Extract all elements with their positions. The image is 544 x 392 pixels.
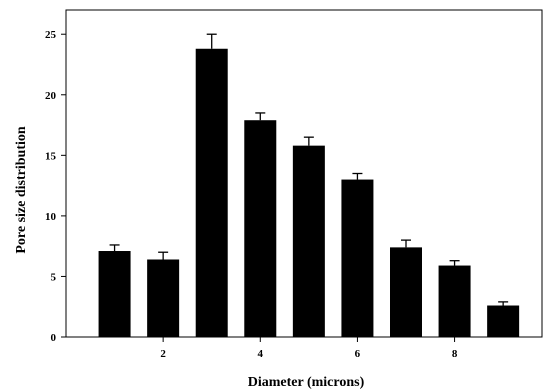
bar xyxy=(195,48,228,337)
y-tick-label: 0 xyxy=(51,332,57,344)
plot-area: 0 5 10 15 20 25 2 4 6 8 xyxy=(45,9,543,360)
x-tick-label: 6 xyxy=(355,348,361,360)
y-tick-label: 25 xyxy=(45,29,57,41)
y-tick-label: 10 xyxy=(45,211,57,223)
bar xyxy=(341,179,374,337)
y-axis-title: Pore size distribution xyxy=(14,126,29,254)
x-axis-title: Diameter (microns) xyxy=(248,375,365,390)
bar xyxy=(98,251,131,337)
bar xyxy=(292,145,325,337)
bar xyxy=(147,259,180,337)
x-tick-label: 4 xyxy=(258,348,264,360)
bar xyxy=(390,247,422,337)
x-tick-label: 8 xyxy=(452,348,458,360)
bar xyxy=(244,120,277,337)
y-tick-label: 15 xyxy=(45,150,57,162)
plot-frame xyxy=(65,9,543,338)
x-tick-label: 2 xyxy=(160,348,166,360)
y-tick-label: 20 xyxy=(45,90,57,102)
bar xyxy=(438,265,471,337)
y-tick-label: 5 xyxy=(51,271,57,283)
bar xyxy=(487,305,520,337)
